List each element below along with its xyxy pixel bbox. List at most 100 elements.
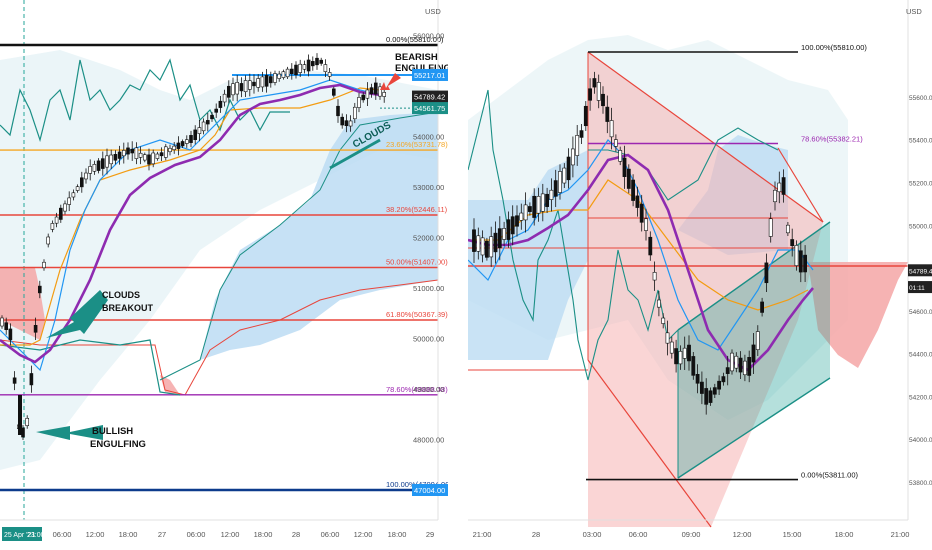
left-x-tick: 06:00 [53, 530, 72, 539]
left-candle [340, 116, 345, 126]
left-x-tick: 06:00 [187, 530, 206, 539]
left-candle [239, 83, 244, 92]
left-candle [248, 80, 252, 90]
left-candle [218, 100, 223, 108]
left-candle [357, 97, 361, 108]
right-candle [609, 120, 614, 138]
left-candle [361, 94, 366, 101]
left-candle [310, 61, 315, 67]
right-candle [626, 168, 631, 189]
left-candle [96, 160, 101, 171]
left-fib-label: 23.60%(53731.78) [386, 140, 448, 149]
left-kumo-blue [160, 112, 438, 395]
left-fib-label: 50.00%(51407.00) [386, 258, 448, 267]
left-candle [134, 147, 139, 159]
right-axis-tick: 54400.00 [909, 352, 932, 359]
right-candle [635, 195, 640, 208]
right-candle [742, 360, 747, 376]
left-candle [84, 172, 88, 180]
right-candle [794, 245, 799, 266]
right-fib-label: 78.60%(55382.21) [801, 135, 863, 144]
left-candle [294, 64, 298, 76]
right-candle [515, 215, 519, 227]
left-candle [302, 64, 307, 70]
right-price-tag-text: 54789.42 [909, 268, 932, 275]
left-bearish-arrow [380, 73, 401, 90]
right-x-tick: 09:00 [682, 530, 701, 539]
left-candle [235, 82, 239, 95]
right-candle [601, 93, 605, 107]
left-x-tick: 28 [292, 530, 300, 539]
left-candle [151, 152, 155, 165]
right-candle [472, 229, 476, 252]
right-axis-tick: 54600.00 [909, 309, 932, 316]
left-candle [164, 146, 168, 158]
left-candle [185, 139, 189, 144]
left-candle [37, 285, 42, 294]
left-candle [378, 86, 382, 97]
right-candle [648, 236, 653, 256]
right-candle [583, 105, 588, 127]
left-candle [222, 93, 227, 103]
left-currency-label: USD [425, 7, 441, 16]
left-candle [268, 76, 273, 84]
right-candle [661, 317, 666, 324]
left-candle [92, 164, 97, 172]
left-candle [147, 154, 151, 165]
left-chart-pane[interactable]: 0.00%(55810.00) 23.60%(53731.78) 38.20%(52… [0, 0, 448, 550]
right-candle [725, 367, 730, 374]
left-candle [243, 80, 248, 93]
left-fib-label: 61.80%(50367.89) [386, 310, 448, 319]
left-clouds-breakout-label-2: BREAKOUT [102, 303, 154, 313]
left-candle [130, 148, 134, 154]
right-candle [747, 357, 752, 376]
right-candle [631, 179, 636, 201]
right-candle [712, 387, 717, 395]
left-senkou-b [0, 279, 439, 396]
left-kumo-red-1 [0, 268, 45, 340]
right-candle [760, 301, 765, 313]
left-candle [206, 120, 210, 125]
left-x-tick: 12:00 [221, 530, 240, 539]
left-candle [281, 71, 286, 78]
left-candle [189, 135, 193, 143]
right-chart-pane[interactable]: 100.00%(55810.00) 78.60%(55382.21) 0.00%(5… [468, 0, 932, 550]
right-candle [558, 171, 562, 193]
right-wedge-line [777, 147, 824, 223]
right-candle [489, 236, 494, 258]
left-fib-label: 78.60%(48888.48) [386, 385, 448, 394]
right-candle [785, 224, 790, 234]
left-candle [54, 216, 59, 224]
right-axis-tick: 54000.00 [909, 437, 932, 444]
right-candle [682, 347, 687, 359]
right-x-tick: 28 [532, 530, 540, 539]
right-candle [614, 139, 618, 147]
left-candle [168, 147, 172, 153]
right-axis-tick: 54200.00 [909, 394, 932, 401]
right-candle [523, 204, 528, 221]
left-candle [336, 105, 340, 117]
left-candle [319, 59, 324, 64]
left-candle [12, 377, 17, 384]
left-lagging-span-2 [0, 339, 181, 396]
left-price-tag [412, 102, 448, 115]
right-candle [519, 212, 524, 221]
right-candle [588, 88, 593, 101]
left-chart-canvas[interactable]: 0.00%(55810.00) 23.60%(53731.78) 38.20%(52… [0, 0, 448, 550]
right-chart-canvas[interactable]: 100.00%(55810.00) 78.60%(55382.21) 0.00%(5… [468, 0, 932, 550]
left-candle [260, 76, 265, 88]
right-candle [549, 189, 554, 200]
left-price-tag-text: 54561.75 [414, 104, 445, 113]
right-candle [665, 332, 670, 344]
left-candle [327, 72, 332, 77]
right-candle [618, 150, 623, 162]
left-kijun-line [0, 87, 381, 346]
left-axis-tick: 56000.00 [413, 31, 444, 40]
right-kumo-blue-1 [468, 150, 588, 360]
right-x-tick: 18:00 [835, 530, 854, 539]
right-candle [596, 82, 601, 101]
left-candle [155, 153, 160, 159]
right-candle [751, 344, 756, 363]
left-candle [344, 120, 349, 127]
left-candle [277, 73, 282, 79]
